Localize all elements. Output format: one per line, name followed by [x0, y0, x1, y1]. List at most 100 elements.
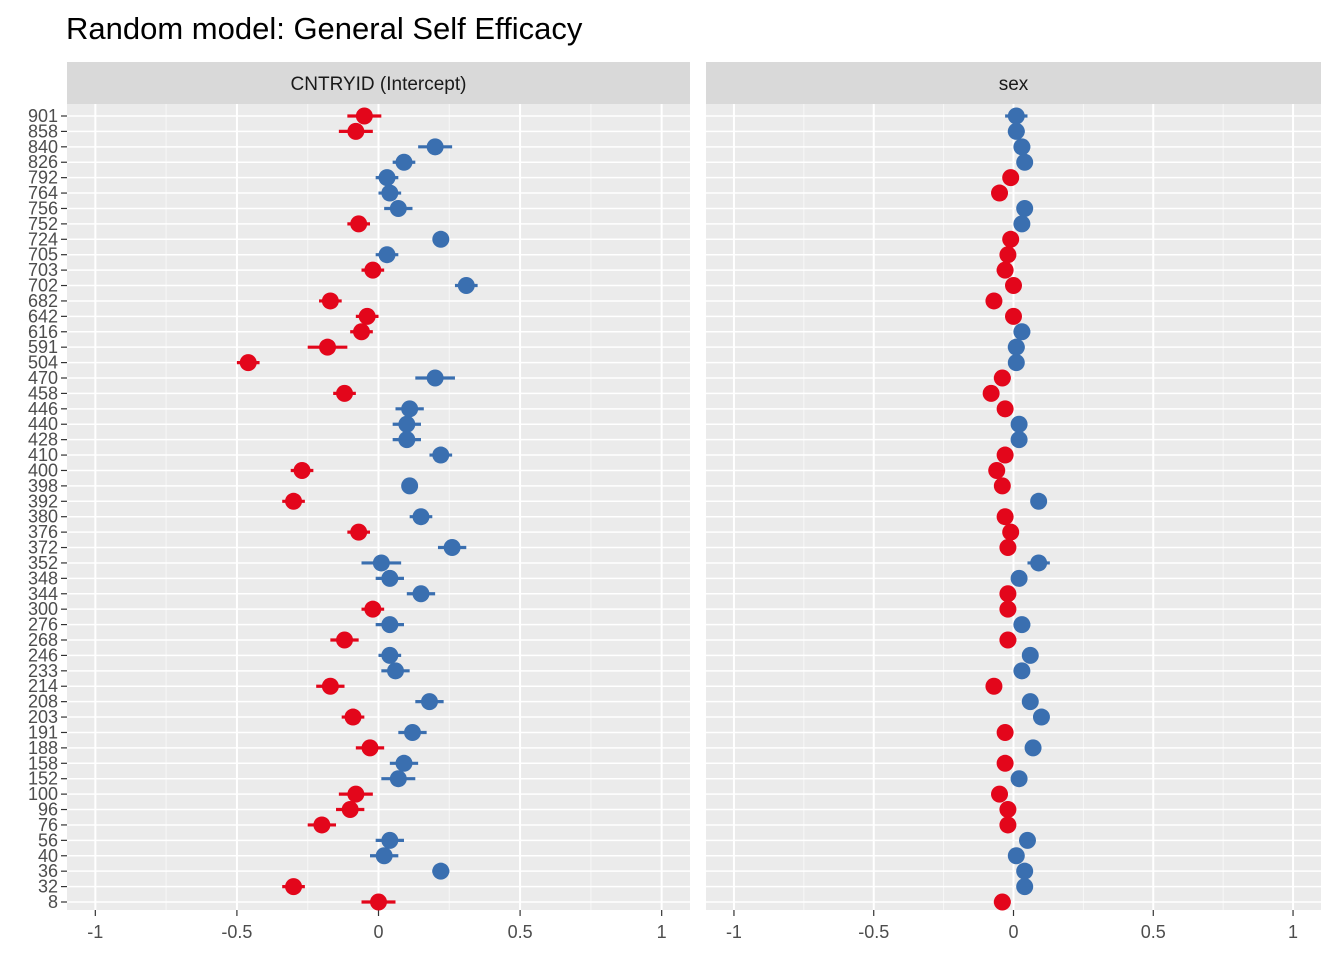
y-tick-label: 191: [28, 722, 58, 742]
y-tick-label: 591: [28, 337, 58, 357]
y-tick-label: 203: [28, 707, 58, 727]
y-tick-label: 276: [28, 615, 58, 635]
y-tick-label: 440: [28, 414, 58, 434]
data-point: [991, 785, 1009, 803]
y-tick-label: 504: [28, 353, 58, 373]
y-tick-label: 682: [28, 291, 58, 311]
y-tick-label: 826: [28, 152, 58, 172]
data-point: [1005, 277, 1022, 295]
data-point: [401, 400, 419, 418]
y-tick-label: 764: [28, 183, 58, 203]
data-point: [401, 477, 419, 495]
data-point: [355, 107, 373, 125]
data-point: [993, 369, 1011, 387]
data-point: [313, 816, 331, 834]
data-point: [389, 199, 407, 217]
data-point: [319, 338, 337, 356]
y-tick-label: 208: [28, 692, 58, 712]
data-point: [999, 585, 1017, 603]
data-point: [1002, 169, 1020, 187]
y-tick-label: 32: [38, 877, 58, 897]
facet-panel-2: sex -1 -0.5 0 0.5 1: [706, 62, 1321, 942]
y-tick-label: 858: [28, 121, 58, 141]
y-tick-label: 344: [28, 584, 58, 604]
y-tick-label: 702: [28, 276, 58, 296]
y-tick-label: 840: [28, 137, 58, 157]
data-point: [378, 169, 396, 187]
data-point: [361, 739, 379, 757]
x-tick-label: -1: [726, 922, 742, 942]
data-point: [420, 693, 438, 711]
data-point: [381, 569, 399, 587]
data-point: [1016, 878, 1034, 896]
data-point: [398, 431, 416, 449]
data-point: [982, 384, 1000, 402]
data-point: [985, 677, 1003, 695]
data-point: [1007, 847, 1025, 865]
y-tick-label: 8: [48, 892, 58, 912]
y-tick-label: 428: [28, 430, 58, 450]
y-tick-label: 901: [28, 106, 58, 126]
data-point: [375, 847, 393, 865]
data-point: [321, 677, 339, 695]
y-tick-label: 188: [28, 738, 58, 758]
y-tick-label: 158: [28, 753, 58, 773]
data-point: [1013, 215, 1031, 233]
data-point: [432, 446, 450, 464]
data-point: [1010, 415, 1028, 433]
data-point: [443, 539, 461, 557]
data-point: [426, 369, 444, 387]
data-point: [336, 631, 354, 649]
data-point: [1002, 230, 1020, 248]
y-tick-label: 40: [38, 846, 58, 866]
y-tick-label: 300: [28, 599, 58, 619]
data-point: [344, 708, 362, 726]
y-tick-label: 458: [28, 383, 58, 403]
data-point: [381, 616, 399, 634]
facet-strip: [706, 62, 1321, 104]
data-point: [996, 446, 1014, 464]
x-tick-label: -1: [87, 922, 103, 942]
data-point: [996, 723, 1014, 741]
y-tick-label: 348: [28, 568, 58, 588]
facet-panel-1: CNTRYID (Intercept)-1 -0.5 0 0.5 19018588408…: [28, 62, 690, 942]
data-point: [432, 230, 450, 248]
data-point: [999, 539, 1017, 557]
data-point: [1007, 107, 1025, 125]
data-point: [996, 754, 1014, 772]
data-point: [1013, 323, 1031, 341]
y-tick-label: 268: [28, 630, 58, 650]
data-point: [381, 184, 399, 202]
data-point: [1013, 138, 1031, 156]
facet-strip-label: CNTRYID (Intercept): [291, 74, 467, 95]
y-tick-label: 246: [28, 645, 58, 665]
data-point: [1010, 770, 1028, 788]
x-tick-label: -0.5: [221, 922, 252, 942]
chart-title: Random model: General Self Efficacy: [66, 11, 583, 46]
data-point: [1013, 662, 1031, 680]
y-tick-label: 233: [28, 661, 58, 681]
data-point: [1032, 708, 1050, 726]
data-point: [999, 246, 1017, 264]
data-point: [321, 292, 339, 310]
data-point: [426, 138, 444, 156]
data-point: [1016, 199, 1034, 217]
y-tick-label: 703: [28, 260, 58, 280]
data-point: [412, 585, 430, 603]
data-point: [358, 307, 376, 325]
facets-group: CNTRYID (Intercept)-1 -0.5 0 0.5 19018588408…: [28, 62, 1321, 942]
data-point: [993, 893, 1011, 911]
y-tick-label: 400: [28, 460, 58, 480]
y-tick-label: 470: [28, 368, 58, 388]
data-point: [1016, 862, 1034, 880]
y-tick-label: 96: [38, 800, 58, 820]
x-tick-label: 0.5: [508, 922, 533, 942]
y-tick-label: 642: [28, 306, 58, 326]
y-tick-label: 756: [28, 198, 58, 218]
x-tick-label: -0.5: [858, 922, 889, 942]
data-point: [1024, 739, 1042, 757]
data-point: [395, 754, 413, 772]
data-point: [353, 323, 371, 341]
y-tick-label: 446: [28, 399, 58, 419]
